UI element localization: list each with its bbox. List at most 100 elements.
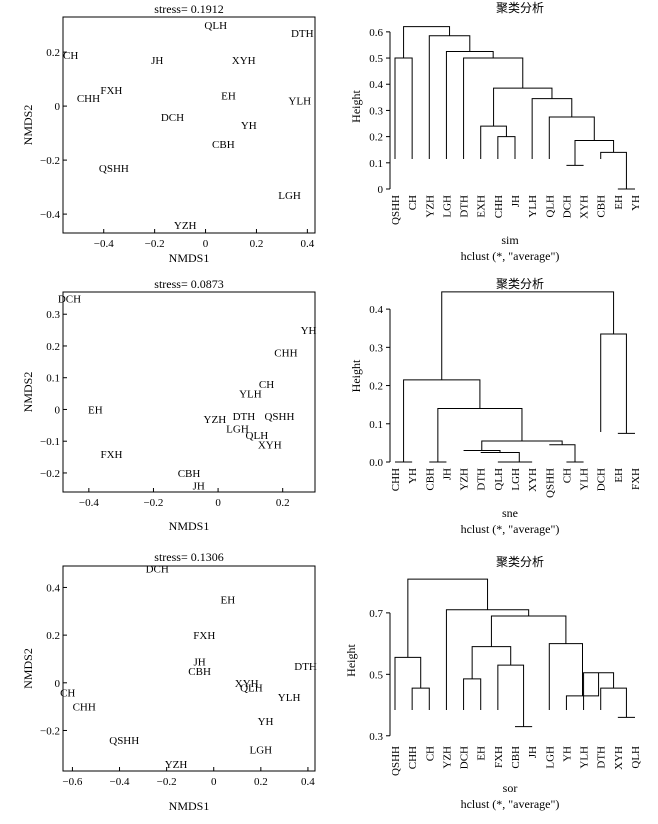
dendrogram-branch [548, 643, 583, 710]
point-label: CH [259, 379, 274, 391]
x-tick-label: 0.2 [250, 238, 264, 250]
y-tick-label: 0.2 [369, 132, 383, 144]
y-axis-label: Height [344, 644, 358, 677]
point-label: YLH [278, 692, 301, 704]
plot-title: stress= 0.0873 [154, 277, 223, 291]
x-tick-label: −0.2 [145, 238, 165, 250]
x-tick-label: 0.4 [301, 776, 315, 788]
point-label: YZH [165, 759, 188, 771]
point-label: QSHH [109, 735, 139, 747]
y-tick-label: 0 [55, 404, 61, 416]
x-tick-label: 0.2 [276, 497, 290, 509]
x-tick-label: 0 [203, 238, 209, 250]
leaf-label: CH [424, 746, 436, 761]
y-tick-label: 0.2 [46, 341, 60, 353]
point-label: LGH [278, 190, 301, 202]
point-label: JH [151, 55, 163, 67]
dendrogram-branch [531, 98, 573, 159]
y-tick-label: 0 [55, 678, 61, 690]
leaf-label: JH [510, 195, 522, 207]
point-label: CHH [73, 702, 96, 714]
x-tick-label: −0.4 [79, 497, 99, 509]
dendrogram-1: 聚类分析 Height 0 0.1 0.2 0.3 0.4 0.5 0.6 QSHH CH YZH LG… [349, 1, 642, 263]
point-label: CHH [77, 93, 100, 105]
leaf-label: CH [561, 468, 573, 483]
dendrogram-branch [394, 57, 413, 159]
y-tick-label: 0 [378, 184, 384, 196]
x-tick-label: 0 [215, 497, 221, 509]
point-label: CBH [212, 139, 235, 151]
point-label: FXH [100, 85, 122, 97]
leaf-label: FXH [493, 746, 505, 768]
dendrogram-method: hclust (*, "average") [461, 797, 560, 811]
dendrogram-branch [407, 578, 489, 658]
y-tick-label: −0.2 [40, 468, 60, 480]
y-tick-label: 0.3 [369, 342, 383, 354]
point-label: CH [63, 50, 78, 62]
leaf-label: QSHH [390, 195, 402, 225]
y-tick-label: 0.3 [46, 309, 60, 321]
dendrogram-title: 聚类分析 [496, 555, 544, 569]
y-tick-label: 0.7 [369, 608, 383, 620]
y-tick-label: 0.0 [369, 457, 383, 469]
plot-title: stress= 0.1306 [154, 550, 223, 564]
point-label: JH [193, 481, 205, 493]
leaf-label: QSHH [544, 468, 556, 498]
dendrogram-branch [463, 678, 482, 710]
leaf-label: XYH [579, 195, 591, 219]
point-label: QSHH [264, 411, 294, 423]
y-tick-label: 0.4 [369, 304, 383, 316]
dendrogram-branch [574, 140, 615, 166]
dendrogram-xlabel: sor [503, 781, 518, 795]
leaf-label: YLH [579, 746, 591, 769]
x-axis-label: NMDS1 [169, 519, 210, 533]
point-label: YLH [239, 389, 262, 401]
y-tick-label: 0.5 [369, 669, 383, 681]
y-axis-label: Height [349, 90, 363, 123]
dendrogram-branch [493, 87, 553, 127]
point-label: DTH [294, 661, 317, 673]
dendrogram-branch [403, 379, 481, 462]
leaf-label: CBH [510, 746, 522, 769]
x-tick-label: 0 [211, 776, 217, 788]
point-label: CBH [188, 666, 211, 678]
y-axis-label: Height [349, 359, 363, 392]
plot-frame [62, 16, 316, 234]
dendrogram-branch [549, 444, 576, 462]
leaf-label: DTH [596, 746, 608, 769]
x-tick-label: −0.2 [157, 776, 177, 788]
dendrogram-xlabel: sne [502, 506, 518, 520]
dendrogram-branch [480, 451, 520, 462]
y-axis-label: NMDS2 [21, 372, 35, 413]
nmds-plot-1: stress= 0.1912 NMDS1 NMDS2 −0.4 −0.2 0 0.2 0.4 −… [21, 2, 316, 265]
leaf-label: YLH [579, 468, 591, 491]
y-tick-label: −0.2 [40, 155, 60, 167]
point-label: CH [60, 687, 75, 699]
leaf-label: YZH [441, 746, 453, 769]
point-label: CBH [178, 468, 201, 480]
leaf-label: JH [527, 746, 539, 758]
point-label: EH [88, 404, 103, 416]
leaf-label: DTH [459, 195, 471, 218]
dendrogram-method: hclust (*, "average") [461, 249, 560, 263]
point-label: DCH [161, 112, 184, 124]
y-tick-label: 0.1 [369, 158, 383, 170]
leaf-label: DCH [459, 746, 471, 769]
x-tick-label: 0.2 [254, 776, 268, 788]
leaf-label: LGH [510, 468, 522, 491]
dendrogram-branch [463, 450, 501, 453]
point-label: FXH [193, 630, 215, 642]
leaf-label: JH [441, 468, 453, 480]
leaf-label: YH [561, 746, 573, 762]
dendrogram-xlabel: sim [501, 233, 519, 247]
leaf-label: QLH [544, 195, 556, 218]
y-axis-label: NMDS2 [21, 648, 35, 689]
dendrogram-method: hclust (*, "average") [461, 522, 560, 536]
point-label: LGH [226, 424, 249, 436]
y-tick-label: 0.4 [46, 582, 60, 594]
leaf-label: YH [407, 468, 419, 484]
point-label: XYH [232, 55, 256, 67]
dendrogram-title: 聚类分析 [496, 1, 544, 15]
point-label: FXH [100, 449, 122, 461]
point-label: YLH [288, 96, 311, 108]
